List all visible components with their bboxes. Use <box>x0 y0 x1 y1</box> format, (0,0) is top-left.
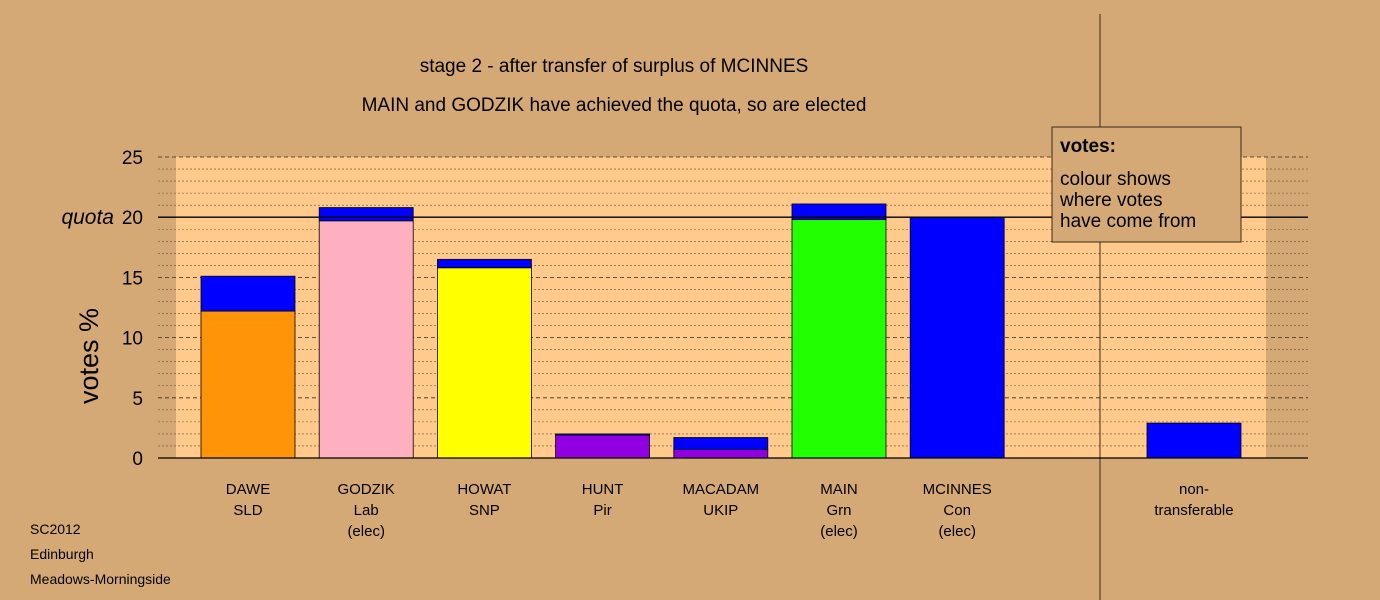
bar-segment-dawe <box>200 275 296 312</box>
bar-segment-nontransferable <box>1146 422 1242 459</box>
footer-line-3: Meadows-Morningside <box>30 571 171 587</box>
legend-line-2: where votes <box>1059 190 1162 211</box>
bar-segment-howat <box>436 267 532 459</box>
legend-box <box>1051 126 1242 243</box>
footer-line-1: SC2012 <box>30 521 81 537</box>
y-tick-label: 20 <box>122 208 143 229</box>
bar-segment-howat <box>436 258 532 269</box>
y-tick-label: 25 <box>122 148 143 169</box>
bar-segment-mcinnes <box>909 216 1005 459</box>
quota-label: quota <box>61 206 114 229</box>
x-label: MACADAM <box>682 481 759 498</box>
footer: SC2012 Edinburgh Meadows-Morningside <box>30 521 171 587</box>
bar-segment-godzik <box>318 207 414 222</box>
x-label: Grn <box>826 502 851 519</box>
x-label: DAWE <box>226 481 270 498</box>
bar-segment-main <box>791 203 887 221</box>
x-label: non- <box>1179 481 1209 498</box>
x-label: Pir <box>593 502 611 519</box>
legend-line-1: colour shows <box>1060 169 1171 190</box>
legend-line-3: have come from <box>1060 211 1196 232</box>
x-label: (elec) <box>347 523 385 540</box>
y-tick-label: 10 <box>122 329 143 350</box>
bar-segment-macadam <box>673 437 769 450</box>
y-tick-label: 15 <box>122 268 143 289</box>
x-label: MAIN <box>820 481 858 498</box>
bar-segment-dawe <box>200 310 296 459</box>
bar-segment-hunt <box>555 433 650 436</box>
x-label: Lab <box>354 502 379 519</box>
x-label: HUNT <box>582 481 624 498</box>
legend: votes: colour shows where votes have com… <box>1051 126 1242 243</box>
x-label: transferable <box>1154 502 1233 519</box>
x-label: Con <box>943 502 971 519</box>
x-label: HOWAT <box>457 481 511 498</box>
x-label: (elec) <box>938 523 976 540</box>
y-tick-label: 5 <box>132 389 143 410</box>
x-label: GODZIK <box>337 481 395 498</box>
footer-line-2: Edinburgh <box>30 546 94 562</box>
chart-title: stage 2 - after transfer of surplus of M… <box>420 56 809 77</box>
x-label: (elec) <box>820 523 858 540</box>
x-labels: DAWE SLD GODZIK Lab (elec) HOWAT SNP HUNT Pir MAC… <box>226 481 1234 540</box>
nontransferable-bar <box>1146 422 1242 459</box>
bar-segment-godzik <box>318 220 414 459</box>
x-label: SNP <box>469 502 500 519</box>
bar-segment-main <box>791 219 887 459</box>
legend-title: votes: <box>1060 136 1116 157</box>
x-label: MCINNES <box>923 481 992 498</box>
y-tick-labels: 0 5 10 15 20 25 <box>122 148 143 470</box>
bar-segment-macadam <box>673 449 769 459</box>
bars <box>200 203 1005 459</box>
y-tick-label: 0 <box>132 449 143 470</box>
bar-segment-hunt <box>555 434 650 459</box>
y-axis-label: votes % <box>74 308 104 404</box>
x-label: SLD <box>233 502 262 519</box>
x-label: UKIP <box>703 502 738 519</box>
chart-subtitle: MAIN and GODZIK have achieved the quota,… <box>362 95 867 116</box>
